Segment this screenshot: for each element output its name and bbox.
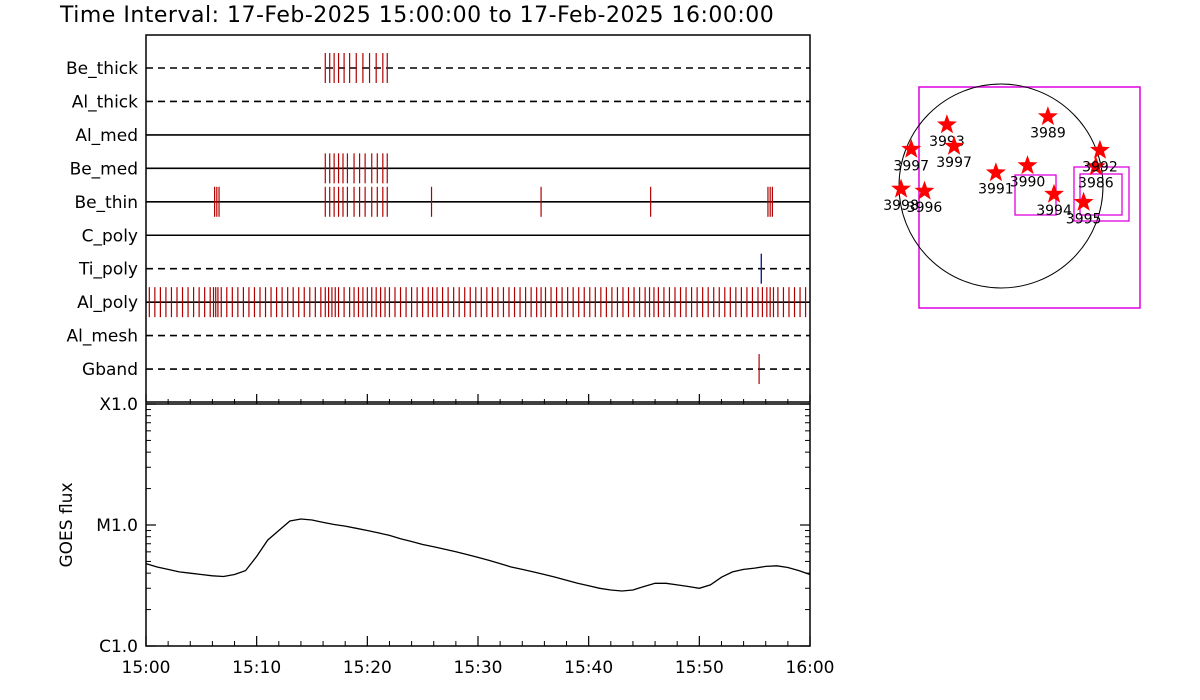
channel-label: Al_thick	[72, 92, 138, 112]
channel-label: Al_poly	[77, 293, 138, 313]
channel-label: Al_mesh	[66, 327, 138, 347]
timeline-panel: Be_thick Al_thick Al_med Be_med Be_thin C_pol…	[66, 34, 811, 403]
active-region-label: 3995	[1066, 211, 1102, 227]
active-region-star	[914, 180, 935, 200]
active-region-label: 3997	[936, 155, 972, 171]
active-region-label: 3990	[1010, 175, 1046, 191]
active-region-label: 3993	[929, 134, 965, 150]
active-region-label: 3996	[907, 200, 943, 216]
x-tick-label: 15:20	[343, 658, 392, 678]
channel-label: Be_thick	[66, 59, 138, 79]
y-tick-label: M1.0	[96, 516, 138, 536]
channel-label: Be_thin	[74, 193, 138, 213]
y-axis-label: GOES flux	[57, 482, 77, 567]
channel-label: Be_med	[70, 159, 138, 179]
active-region-star	[1017, 155, 1038, 175]
active-region-label: 3992	[1082, 159, 1118, 175]
goes-frame	[145, 403, 811, 647]
x-tick-label: 15:10	[232, 658, 281, 678]
solar-disk-map: 3997399339973989399839963991399039943986…	[883, 83, 1141, 309]
x-tick-label: 15:30	[454, 658, 503, 678]
goes-flux-line	[145, 518, 811, 592]
active-region-label: 3994	[1036, 203, 1072, 219]
active-region-star	[1073, 191, 1094, 211]
y-tick-label: X1.0	[99, 395, 138, 415]
x-tick-label: 15:00	[122, 658, 171, 678]
plot-title: Time Interval: 17-Feb-2025 15:00:00 to 1…	[60, 3, 775, 28]
active-region-label: 3986	[1078, 176, 1114, 192]
x-tick-label: 15:50	[675, 658, 724, 678]
x-tick-label: 16:00	[786, 658, 835, 678]
active-region-label: 3997	[893, 158, 929, 174]
active-region-label: 3989	[1030, 126, 1066, 142]
region-box	[1073, 166, 1130, 222]
active-region-star	[1044, 183, 1064, 203]
active-region-star	[1085, 156, 1106, 176]
active-region-label: 3991	[978, 182, 1014, 198]
active-region-star	[985, 162, 1006, 182]
channel-label: Ti_poly	[78, 260, 138, 280]
active-region-star	[1037, 106, 1058, 126]
channel-label: Gband	[82, 360, 138, 380]
active-region-star	[1090, 139, 1110, 159]
active-region-star	[891, 178, 911, 198]
x-tick-label: 15:40	[564, 658, 613, 678]
active-region-star	[937, 114, 957, 134]
active-region-label: 3998	[883, 198, 919, 214]
goes-flux-panel: C1.0 M1.0 X1.0 15:00 15:10 15:20 15:30 15:40 15:…	[57, 394, 835, 678]
timeline-frame	[145, 34, 811, 403]
channel-label: C_poly	[82, 226, 138, 246]
field-of-view-box	[918, 86, 1141, 309]
y-tick-label: C1.0	[99, 637, 138, 657]
active-region-star	[901, 138, 922, 158]
active-region-star	[944, 135, 965, 155]
channel-label: Al_med	[75, 126, 138, 146]
